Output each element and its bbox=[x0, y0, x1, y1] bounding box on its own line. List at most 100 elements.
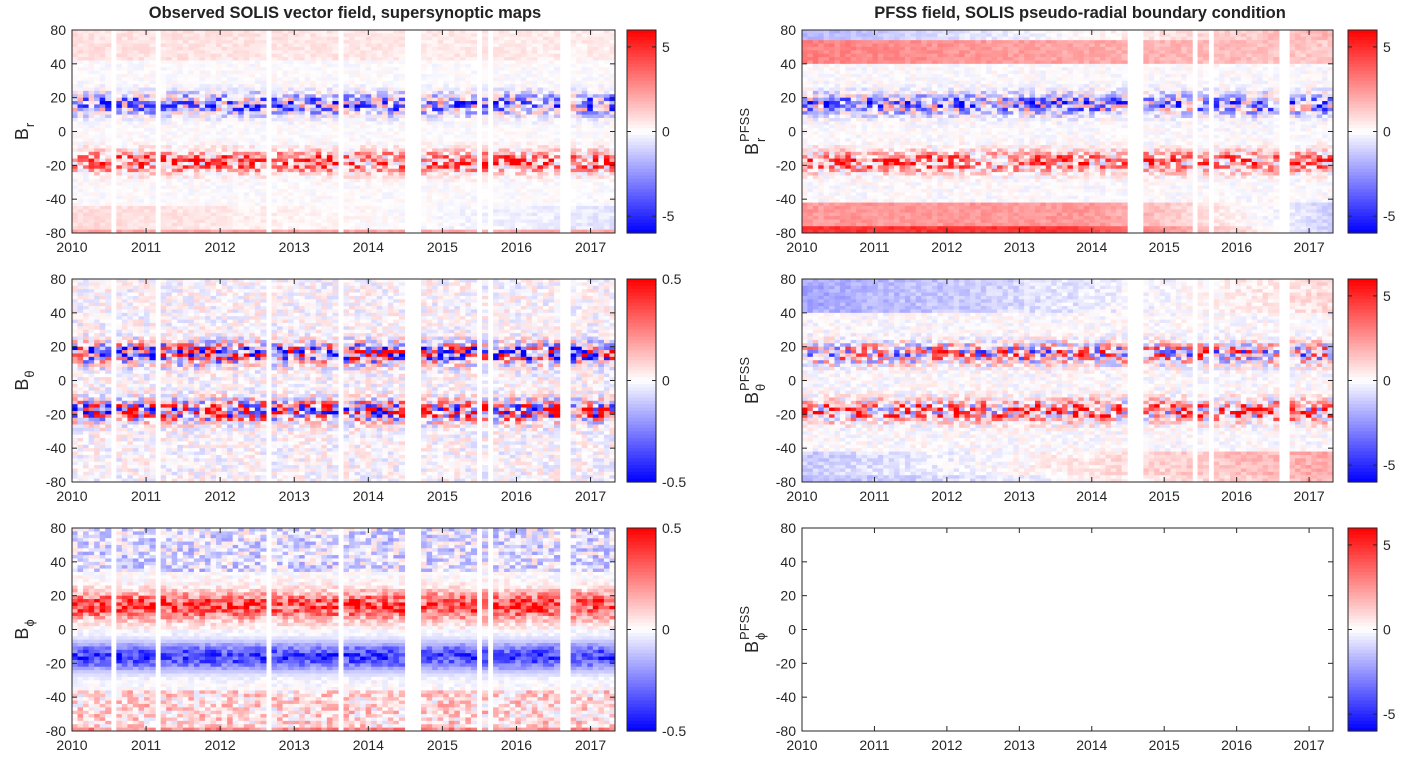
y-tick-label: -40 bbox=[776, 440, 796, 456]
colorbar-tick-label: 0.5 bbox=[662, 271, 682, 287]
x-tick-label: 2011 bbox=[131, 737, 161, 753]
x-tick-label: 2016 bbox=[501, 239, 532, 255]
x-tick-label: 2013 bbox=[279, 239, 310, 255]
colorbar-obs-br: 5 0 -5 bbox=[626, 29, 675, 234]
x-tick-label: 2014 bbox=[353, 239, 384, 255]
y-tick-label: 40 bbox=[780, 554, 796, 570]
x-tick-label: 2015 bbox=[1149, 239, 1180, 255]
y-axis-label: Bθ bbox=[12, 370, 37, 390]
colorbar-tick-label: 5 bbox=[1383, 288, 1391, 304]
x-tick-label: 2013 bbox=[1004, 737, 1035, 753]
y-tick-label: -40 bbox=[776, 689, 796, 705]
x-tick-label: 2017 bbox=[575, 488, 606, 504]
y-tick-label: 40 bbox=[50, 554, 66, 570]
heatmap-obs-btheta bbox=[72, 279, 615, 482]
y-tick-label: -20 bbox=[776, 655, 796, 671]
y-tick-label: -80 bbox=[776, 225, 796, 241]
y-axis-label: Bϕ bbox=[12, 619, 37, 639]
y-tick-label: 80 bbox=[780, 22, 796, 38]
y-tick-label: -40 bbox=[46, 440, 66, 456]
colorbar-tick-label: -5 bbox=[1383, 706, 1396, 722]
colorbar-tick-label: -0.5 bbox=[662, 723, 686, 739]
y-tick-label: 0 bbox=[788, 622, 796, 638]
y-tick-label: 20 bbox=[780, 339, 796, 355]
x-tick-label: 2010 bbox=[56, 488, 87, 504]
y-tick-label: 40 bbox=[50, 305, 66, 321]
colorbar-tick-label: 0 bbox=[1383, 373, 1391, 389]
x-tick-label: 2014 bbox=[1076, 488, 1107, 504]
x-tick-label: 2016 bbox=[1221, 488, 1252, 504]
x-tick-label: 2012 bbox=[205, 488, 236, 504]
x-tick-label: 2015 bbox=[427, 737, 458, 753]
y-tick-label: 20 bbox=[50, 339, 66, 355]
x-tick-label: 2011 bbox=[859, 488, 889, 504]
colorbar-obs-btheta: 0.5 0 -0.5 bbox=[626, 271, 686, 490]
y-tick-label: 0 bbox=[788, 124, 796, 140]
y-tick-label: -80 bbox=[46, 474, 66, 490]
x-tick-label: 2011 bbox=[131, 488, 161, 504]
x-tick-label: 2014 bbox=[1076, 239, 1107, 255]
colorbar-tick-label: 0 bbox=[1383, 622, 1391, 638]
y-tick-label: -20 bbox=[776, 157, 796, 173]
x-tick-label: 2012 bbox=[205, 239, 236, 255]
x-tick-label: 2013 bbox=[1004, 239, 1035, 255]
y-axis-label: BPFSSϕ bbox=[737, 606, 768, 653]
x-tick-label: 2013 bbox=[279, 737, 310, 753]
x-tick-label: 2014 bbox=[353, 737, 384, 753]
y-tick-label: 0 bbox=[58, 124, 66, 140]
colorbar-obs-bphi: 0.5 0 -0.5 bbox=[626, 520, 686, 739]
y-tick-label: -80 bbox=[776, 723, 796, 739]
y-tick-label: -20 bbox=[46, 157, 66, 173]
x-tick-label: 2017 bbox=[575, 737, 606, 753]
x-tick-label: 2012 bbox=[931, 239, 962, 255]
x-tick-label: 2017 bbox=[1294, 488, 1325, 504]
y-tick-label: -20 bbox=[46, 655, 66, 671]
y-tick-label: -80 bbox=[776, 474, 796, 490]
x-tick-label: 2017 bbox=[1294, 239, 1325, 255]
x-tick-label: 2016 bbox=[501, 737, 532, 753]
x-tick-label: 2013 bbox=[279, 488, 310, 504]
x-tick-label: 2010 bbox=[786, 737, 817, 753]
x-tick-label: 2015 bbox=[1149, 737, 1180, 753]
colorbar-tick-label: 0 bbox=[1383, 124, 1391, 140]
x-tick-label: 2012 bbox=[205, 737, 236, 753]
colorbar-tick-label: 0.5 bbox=[662, 520, 682, 536]
y-tick-label: 0 bbox=[58, 622, 66, 638]
colorbar-pfss-br: 5 0 -5 bbox=[1347, 29, 1396, 234]
y-tick-label: 40 bbox=[50, 56, 66, 72]
colorbar-tick-label: -5 bbox=[1383, 457, 1396, 473]
x-tick-label: 2011 bbox=[859, 737, 889, 753]
axes-frame bbox=[801, 527, 1334, 732]
x-tick-label: 2015 bbox=[1149, 488, 1180, 504]
y-tick-label: 80 bbox=[50, 520, 66, 536]
x-tick-label: 2010 bbox=[56, 239, 87, 255]
y-tick-label: -80 bbox=[46, 723, 66, 739]
y-tick-label: 80 bbox=[50, 271, 66, 287]
y-axis-label: BPFSSθ bbox=[737, 357, 768, 404]
x-tick-label: 2013 bbox=[1004, 488, 1035, 504]
y-tick-label: 40 bbox=[780, 56, 796, 72]
y-tick-label: 20 bbox=[780, 90, 796, 106]
x-tick-label: 2016 bbox=[1221, 737, 1252, 753]
y-tick-label: -20 bbox=[776, 406, 796, 422]
x-tick-label: 2014 bbox=[353, 488, 384, 504]
x-tick-label: 2017 bbox=[575, 239, 606, 255]
heatmap-obs-br bbox=[72, 30, 615, 233]
y-tick-label: -40 bbox=[46, 191, 66, 207]
x-tick-label: 2010 bbox=[786, 239, 817, 255]
y-tick-label: -40 bbox=[46, 689, 66, 705]
y-axis-label: BPFSSr bbox=[737, 108, 768, 155]
colorbar-tick-label: 0 bbox=[662, 373, 670, 389]
colorbar-tick-label: -5 bbox=[1383, 208, 1396, 224]
y-tick-label: 80 bbox=[780, 271, 796, 287]
y-tick-label: 20 bbox=[780, 588, 796, 604]
x-tick-label: 2016 bbox=[1221, 239, 1252, 255]
heatmap-pfss-br bbox=[802, 30, 1333, 233]
y-tick-label: 20 bbox=[50, 588, 66, 604]
colorbar-tick-label: 5 bbox=[1383, 537, 1391, 553]
x-tick-label: 2015 bbox=[427, 488, 458, 504]
colorbar-tick-label: 0 bbox=[662, 124, 670, 140]
